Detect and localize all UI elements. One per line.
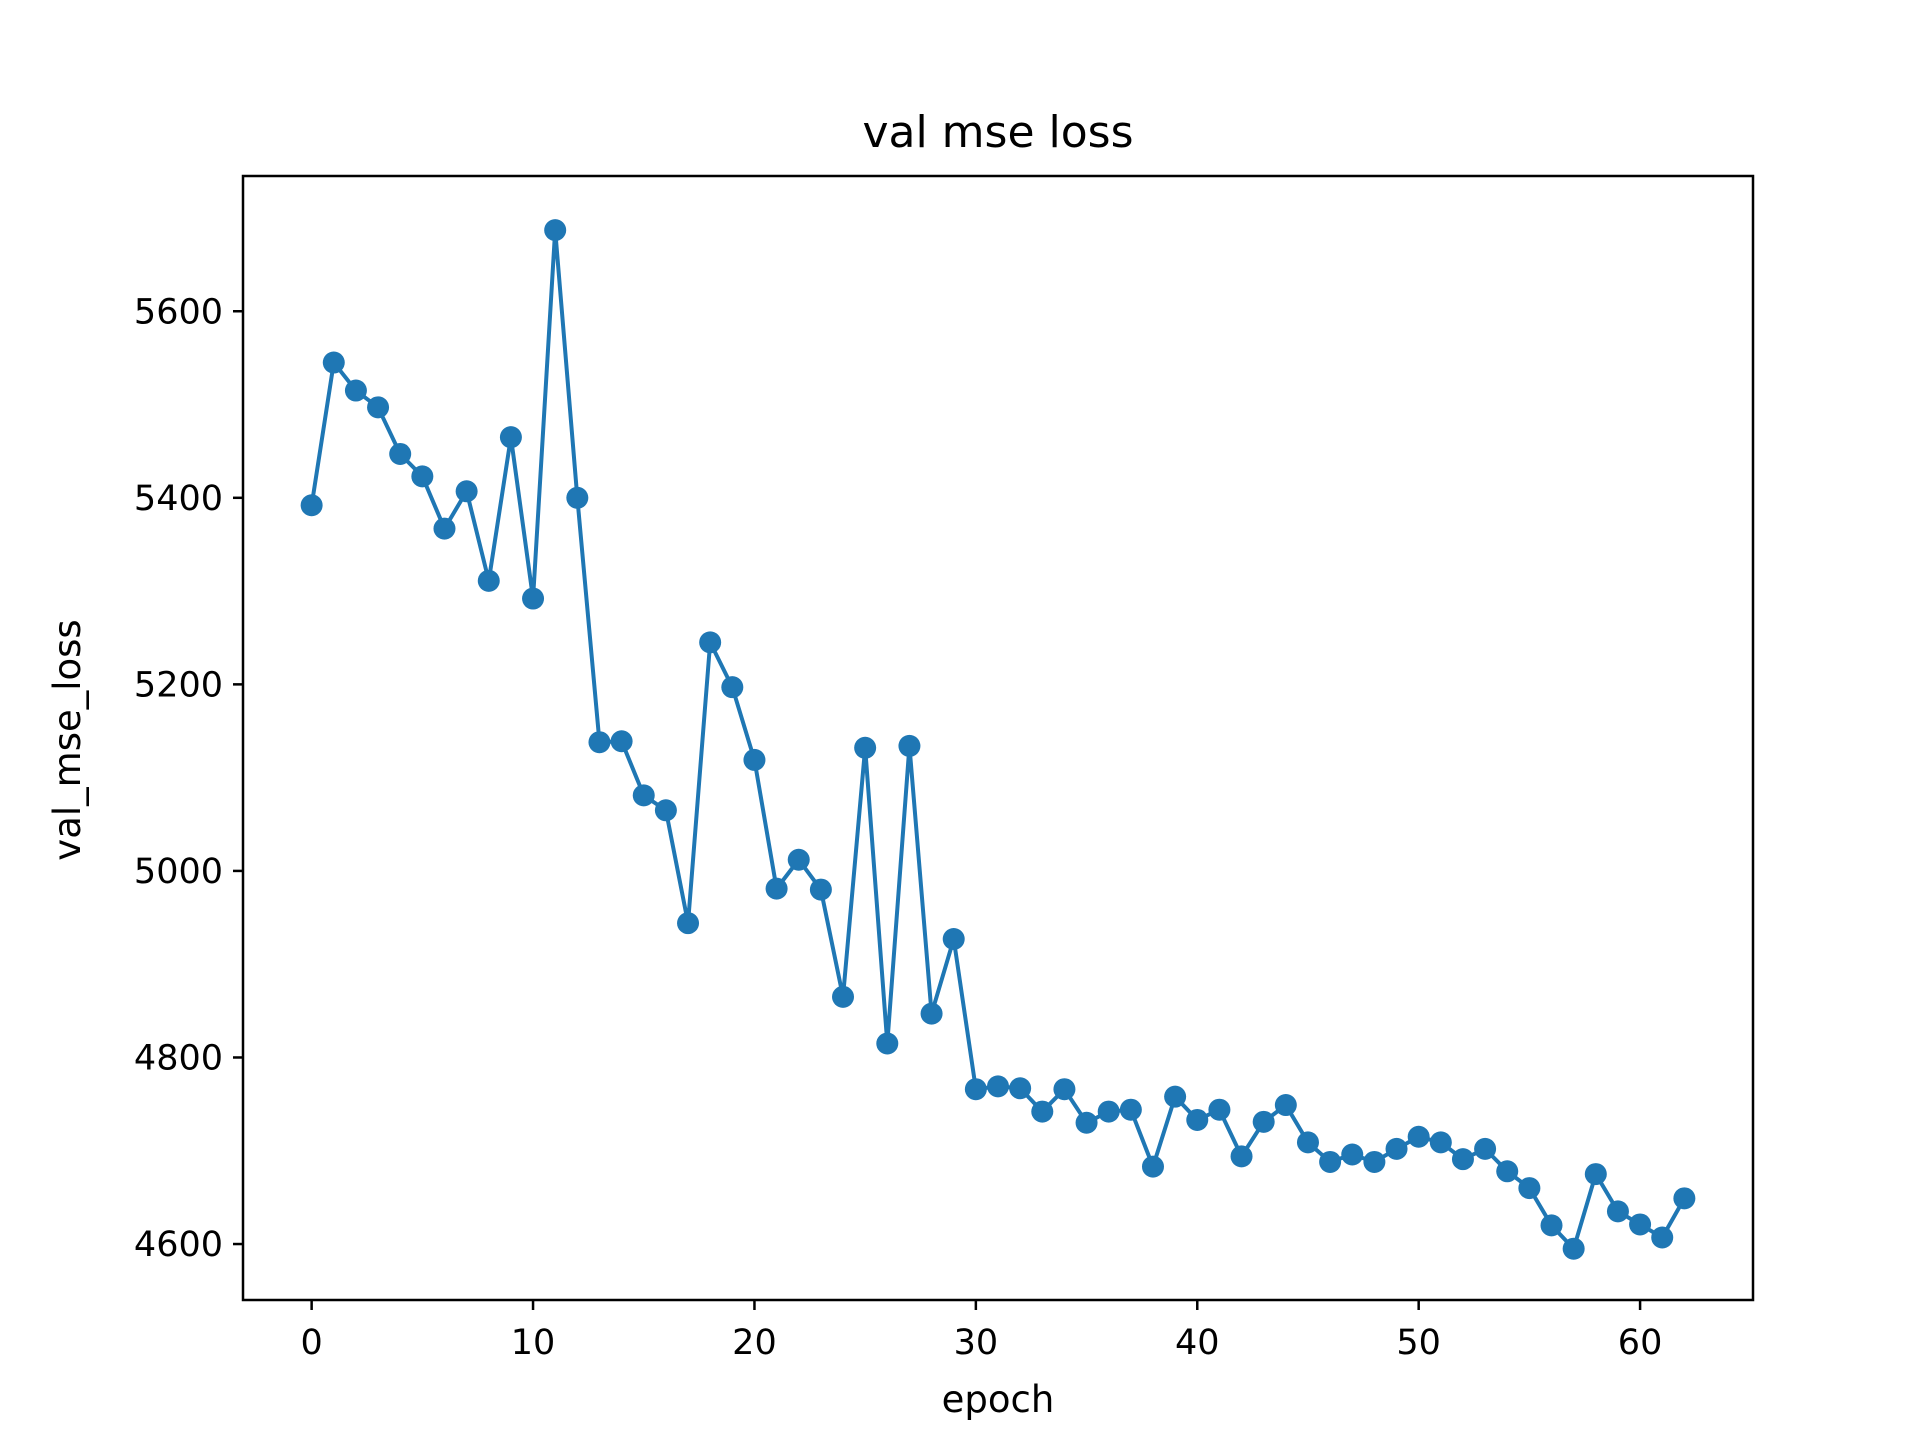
data-point: [1629, 1213, 1652, 1236]
data-point: [1208, 1098, 1231, 1121]
data-point: [1584, 1163, 1607, 1186]
axis-ticks: 0 10 20 30 40 50 60 4600 4800 5000 5200 5400 5600: [134, 292, 1662, 1363]
data-point: [1651, 1226, 1674, 1249]
data-point: [654, 799, 677, 822]
data-point: [522, 587, 545, 610]
data-point: [433, 517, 456, 540]
data-point: [499, 426, 522, 449]
x-tick-label: 10: [511, 1323, 556, 1363]
data-point: [1141, 1155, 1164, 1178]
x-tick-label: 50: [1396, 1323, 1441, 1363]
data-point: [743, 748, 766, 771]
data-point: [477, 569, 500, 592]
data-point: [544, 219, 567, 242]
data-point: [1451, 1148, 1474, 1171]
data-point: [367, 396, 390, 419]
data-point: [721, 676, 744, 699]
data-point: [1429, 1131, 1452, 1154]
data-point: [300, 494, 323, 517]
data-point: [876, 1032, 899, 1055]
y-tick-label: 4600: [134, 1225, 223, 1265]
data-point: [1274, 1094, 1297, 1117]
data-point: [610, 730, 633, 753]
data-point: [1296, 1131, 1319, 1154]
x-tick-label: 60: [1618, 1323, 1663, 1363]
data-point: [1053, 1078, 1076, 1101]
data-point: [1496, 1160, 1519, 1183]
data-point: [1097, 1100, 1120, 1123]
y-tick-label: 5400: [134, 479, 223, 519]
data-point: [1385, 1137, 1408, 1160]
y-tick-label: 5600: [134, 292, 223, 332]
chart-title: val mse loss: [862, 107, 1133, 158]
data-point: [1009, 1077, 1032, 1100]
x-tick-label: 30: [954, 1323, 999, 1363]
x-tick-label: 40: [1175, 1323, 1220, 1363]
plot-area-frame: [241, 174, 1755, 1302]
data-point: [322, 351, 345, 374]
data-point: [964, 1078, 987, 1101]
data-point: [411, 465, 434, 488]
data-point: [920, 1002, 943, 1025]
data-point: [1186, 1108, 1209, 1131]
data-point: [1562, 1237, 1585, 1260]
data-point: [1540, 1214, 1563, 1237]
data-point: [389, 442, 412, 465]
data-point: [1164, 1085, 1187, 1108]
data-point: [1119, 1098, 1142, 1121]
data-point: [854, 736, 877, 759]
y-tick-label: 5000: [134, 852, 223, 892]
data-point: [942, 928, 965, 951]
data-point: [1673, 1187, 1696, 1210]
data-point: [1075, 1111, 1098, 1134]
x-axis-label: epoch: [942, 1378, 1055, 1421]
data-point: [1363, 1150, 1386, 1173]
data-point: [455, 480, 478, 503]
data-point: [987, 1075, 1009, 1098]
data-point: [1341, 1143, 1364, 1166]
data-point: [677, 912, 700, 935]
y-axis-label: val_mse_loss: [46, 619, 89, 860]
data-point: [832, 985, 855, 1008]
data-point: [699, 631, 722, 654]
data-point: [1474, 1137, 1497, 1160]
data-point: [809, 878, 832, 901]
data-point: [1606, 1200, 1629, 1223]
data-point: [898, 734, 921, 757]
data-point: [1407, 1125, 1430, 1148]
data-point: [344, 379, 367, 402]
y-tick-label: 5200: [134, 665, 223, 705]
data-point: [588, 731, 611, 754]
data-point: [1252, 1110, 1275, 1133]
data-point: [765, 877, 788, 900]
data-point: [1230, 1145, 1253, 1168]
y-tick-label: 4800: [134, 1038, 223, 1078]
data-point: [566, 486, 589, 509]
data-point: [632, 784, 655, 807]
data-point: [1319, 1150, 1342, 1173]
data-point: [787, 848, 810, 871]
data-series: [300, 219, 1696, 1260]
x-tick-label: 0: [300, 1323, 322, 1363]
data-point: [1518, 1177, 1541, 1200]
data-point: [1031, 1100, 1054, 1123]
x-tick-label: 20: [732, 1323, 777, 1363]
